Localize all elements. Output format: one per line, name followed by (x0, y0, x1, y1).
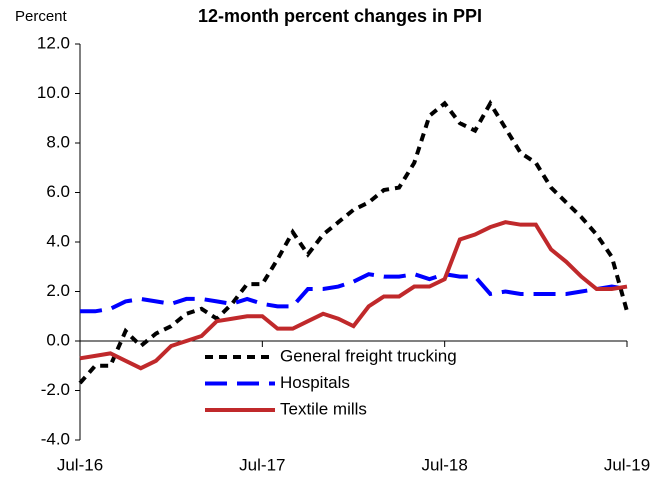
legend-label: Hospitals (280, 373, 350, 392)
series-line (78, 99, 629, 385)
y-tick-label: 0.0 (46, 330, 70, 349)
y-tick-label: -4.0 (41, 429, 70, 448)
y-tick-label: 4.0 (46, 231, 70, 250)
legend-label: Textile mills (280, 399, 367, 418)
y-tick-label: 8.0 (46, 132, 70, 151)
series-line (79, 220, 628, 371)
y-tick-label: 12.0 (37, 33, 70, 52)
legend-label: General freight trucking (280, 346, 457, 365)
y-tick-label: -2.0 (41, 380, 70, 399)
y-tick-label: 6.0 (46, 182, 70, 201)
y-tick-label: 2.0 (46, 281, 70, 300)
y-axis-label: Percent (15, 8, 68, 25)
series-line (80, 272, 628, 314)
x-tick-label: Jul-16 (57, 455, 103, 474)
x-tick-label: Jul-19 (604, 455, 650, 474)
x-tick-label: Jul-17 (239, 455, 285, 474)
y-tick-label: 10.0 (37, 83, 70, 102)
x-tick-label: Jul-18 (422, 455, 468, 474)
chart-title: 12-month percent changes in PPI (198, 6, 482, 26)
